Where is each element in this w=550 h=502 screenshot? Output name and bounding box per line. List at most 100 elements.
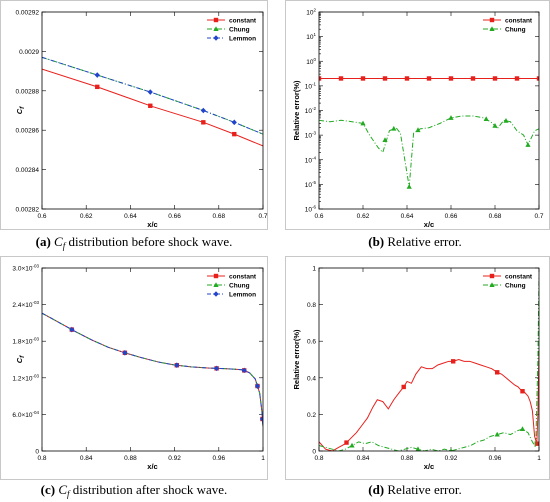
legend-marker-constant <box>213 17 219 23</box>
y-tick-exp: -04 <box>32 410 39 415</box>
data-point-constant <box>495 370 500 375</box>
y-tick-label: 0 <box>312 449 316 456</box>
data-point-constant <box>338 76 344 81</box>
x-tick-label: 0.64 <box>124 213 137 220</box>
data-point-Chung <box>391 125 397 131</box>
x-tick-label: 0.68 <box>212 213 225 220</box>
y-tick-label: 10-2 <box>305 106 317 115</box>
data-point-Lemmon <box>174 362 180 369</box>
data-point-constant <box>470 76 476 81</box>
data-point-Lemmon <box>147 89 153 95</box>
y-tick-label: 0 <box>35 449 39 456</box>
series-Chung <box>319 277 539 451</box>
y-tick-base: 10 <box>305 182 313 189</box>
y-tick-label: 0.8 <box>307 302 316 309</box>
caption-text: Relative error. <box>384 482 462 497</box>
y-tick-base: 0.0029 <box>19 49 39 56</box>
legend-marker-Chung <box>213 26 219 31</box>
data-point-constant <box>401 384 406 390</box>
x-tick-label: 0.92 <box>445 455 458 462</box>
y-tick-base: 1 <box>312 266 316 273</box>
caption-text: distribution before shock wave. <box>65 234 232 249</box>
caption-subscript: f <box>67 489 71 499</box>
data-point-constant <box>520 389 525 394</box>
chart-panel-2: 0.8 0.84 0.88 0.92 0.96 106.0×10-041.2×10-031… <box>0 256 268 499</box>
legend-marker-constant <box>489 273 495 279</box>
y-tick-base: 10 <box>305 207 313 214</box>
chart-panel-0: 0.6 0.62 0.64 0.66 0.68 0.7 0.00282 0.00284 0.00… <box>0 0 268 251</box>
y-tick-label: 0.00288 <box>16 88 40 95</box>
y-axis-label: Cf <box>15 106 26 114</box>
data-point-constant <box>382 76 388 81</box>
y-tick-label: 10-5 <box>305 180 317 189</box>
legend-label-constant: constant <box>229 17 257 24</box>
x-tick-label: 0.66 <box>168 213 181 220</box>
y-tick-label: 10-6 <box>305 205 317 214</box>
y-axis-label-sub: f <box>19 355 26 358</box>
x-axis-label: x/c <box>424 462 434 471</box>
caption-label: (c) <box>41 482 55 497</box>
legend-label-Lemmon: Lemmon <box>229 291 256 298</box>
x-tick-label: 0.62 <box>80 213 93 220</box>
y-tick-base: 10 <box>306 59 314 66</box>
caption-subscript: f <box>63 241 67 251</box>
panel-frame <box>0 256 268 480</box>
legend-label-Chung: Chung <box>505 282 526 289</box>
caption-symbol: C <box>54 234 63 249</box>
series-constant <box>42 312 263 427</box>
caption-label: (a) <box>36 234 51 249</box>
plot-area <box>41 11 264 210</box>
y-tick-label: 3.0×10-03 <box>12 264 39 273</box>
legend-label-constant: constant <box>505 17 533 24</box>
x-tick-label: 0.64 <box>401 213 414 220</box>
y-tick-base: 10 <box>305 133 313 140</box>
plot-area <box>41 267 264 452</box>
chart-panel-3: 0.8 0.84 0.88 0.92 0.96 1 0 0.2 0.4 0.6 0.8 1 consta… <box>285 256 550 497</box>
y-tick-label: 10-1 <box>305 81 317 90</box>
data-point-Lemmon <box>259 416 263 422</box>
data-point-Lemmon <box>254 383 261 389</box>
data-point-Lemmon <box>94 72 100 78</box>
caption-text: Relative error. <box>384 234 462 249</box>
data-point-Lemmon <box>122 349 128 356</box>
series-constant <box>319 350 539 451</box>
y-tick-base: 0.2 <box>307 412 316 419</box>
data-point-constant <box>514 76 520 81</box>
data-point-Chung <box>406 183 412 189</box>
y-tick-base: 0 <box>312 449 316 456</box>
y-tick-label: 1.8×10-03 <box>12 337 39 346</box>
series-line-constant <box>42 68 263 147</box>
y-tick-label: 0.00286 <box>16 128 40 135</box>
y-tick-label: 102 <box>306 8 316 17</box>
y-tick-exp: -4 <box>312 155 316 160</box>
x-tick-label: 0.92 <box>168 455 181 462</box>
y-tick-label: 101 <box>306 32 316 41</box>
panel-frame <box>285 0 550 230</box>
y-tick-base: 0.8 <box>307 302 316 309</box>
data-point-Lemmon <box>231 119 237 126</box>
x-tick-label: 0.88 <box>401 455 414 462</box>
y-tick-label: 0.00284 <box>16 167 40 174</box>
y-tick-exp: -03 <box>32 337 39 342</box>
data-point-Chung <box>503 117 509 123</box>
y-tick-base: 0.00284 <box>16 167 40 174</box>
caption-symbol: C <box>58 482 67 497</box>
x-tick-label: 0.8 <box>37 455 46 462</box>
y-tick-label: 6.0×10-04 <box>12 410 39 419</box>
data-point-Chung <box>449 448 453 451</box>
caption-text: distribution after shock wave. <box>70 482 228 497</box>
y-axis-label: Relative error(%) <box>292 80 301 141</box>
panel-caption: (b) Relative error. <box>368 234 462 249</box>
x-axis-label: x/c <box>424 220 434 229</box>
legend-label-constant: constant <box>229 273 257 280</box>
series-line-Chung <box>42 312 263 427</box>
y-axis-label: Cf <box>15 355 26 363</box>
panel-frame <box>285 256 550 480</box>
legend-label-Lemmon: Lemmon <box>229 35 256 42</box>
legend-marker-Lemmon <box>213 291 219 297</box>
y-tick-exp: -1 <box>312 81 316 86</box>
y-tick-label: 0.00292 <box>16 10 40 17</box>
y-axis-label-sub: f <box>19 106 26 109</box>
data-point-Chung <box>494 431 500 437</box>
caption-label: (d) <box>368 482 384 497</box>
